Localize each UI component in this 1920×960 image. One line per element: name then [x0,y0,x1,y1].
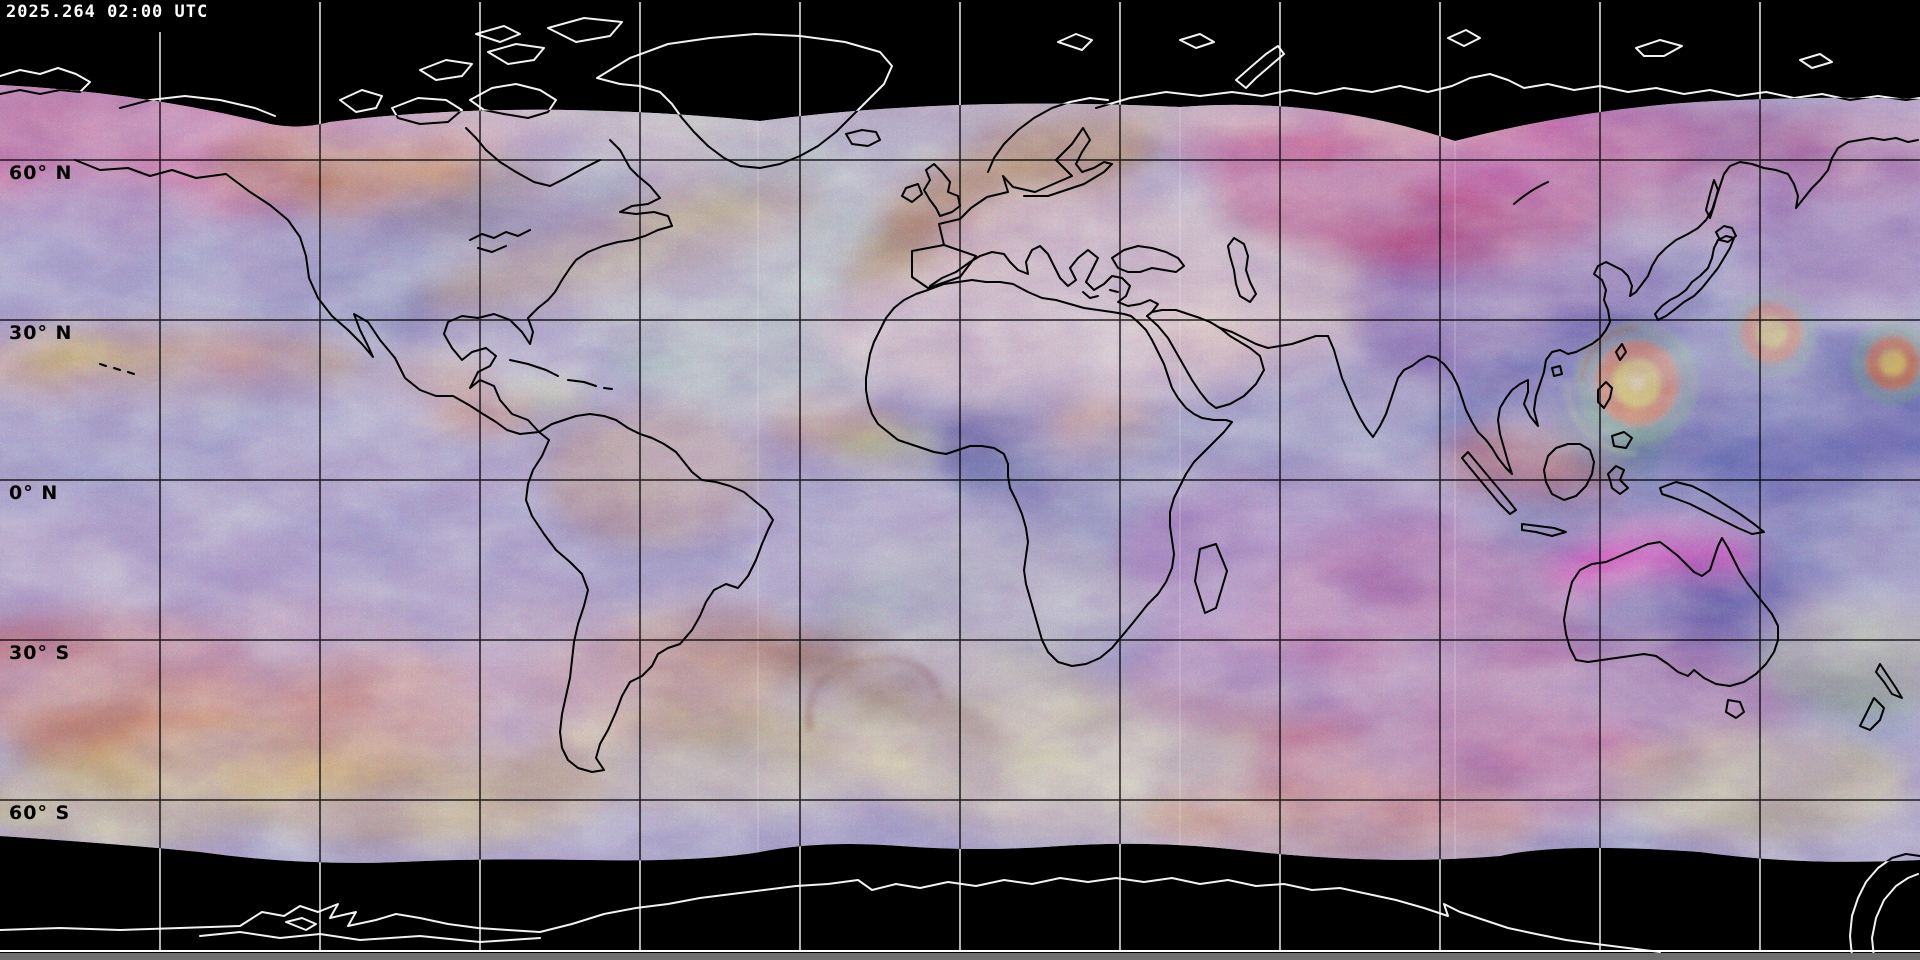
mosaic-seam-lines [757,85,1456,862]
airmass-imagery-layer [0,85,1920,863]
bottom-bar [0,953,1920,960]
graticule-black [0,85,1920,863]
